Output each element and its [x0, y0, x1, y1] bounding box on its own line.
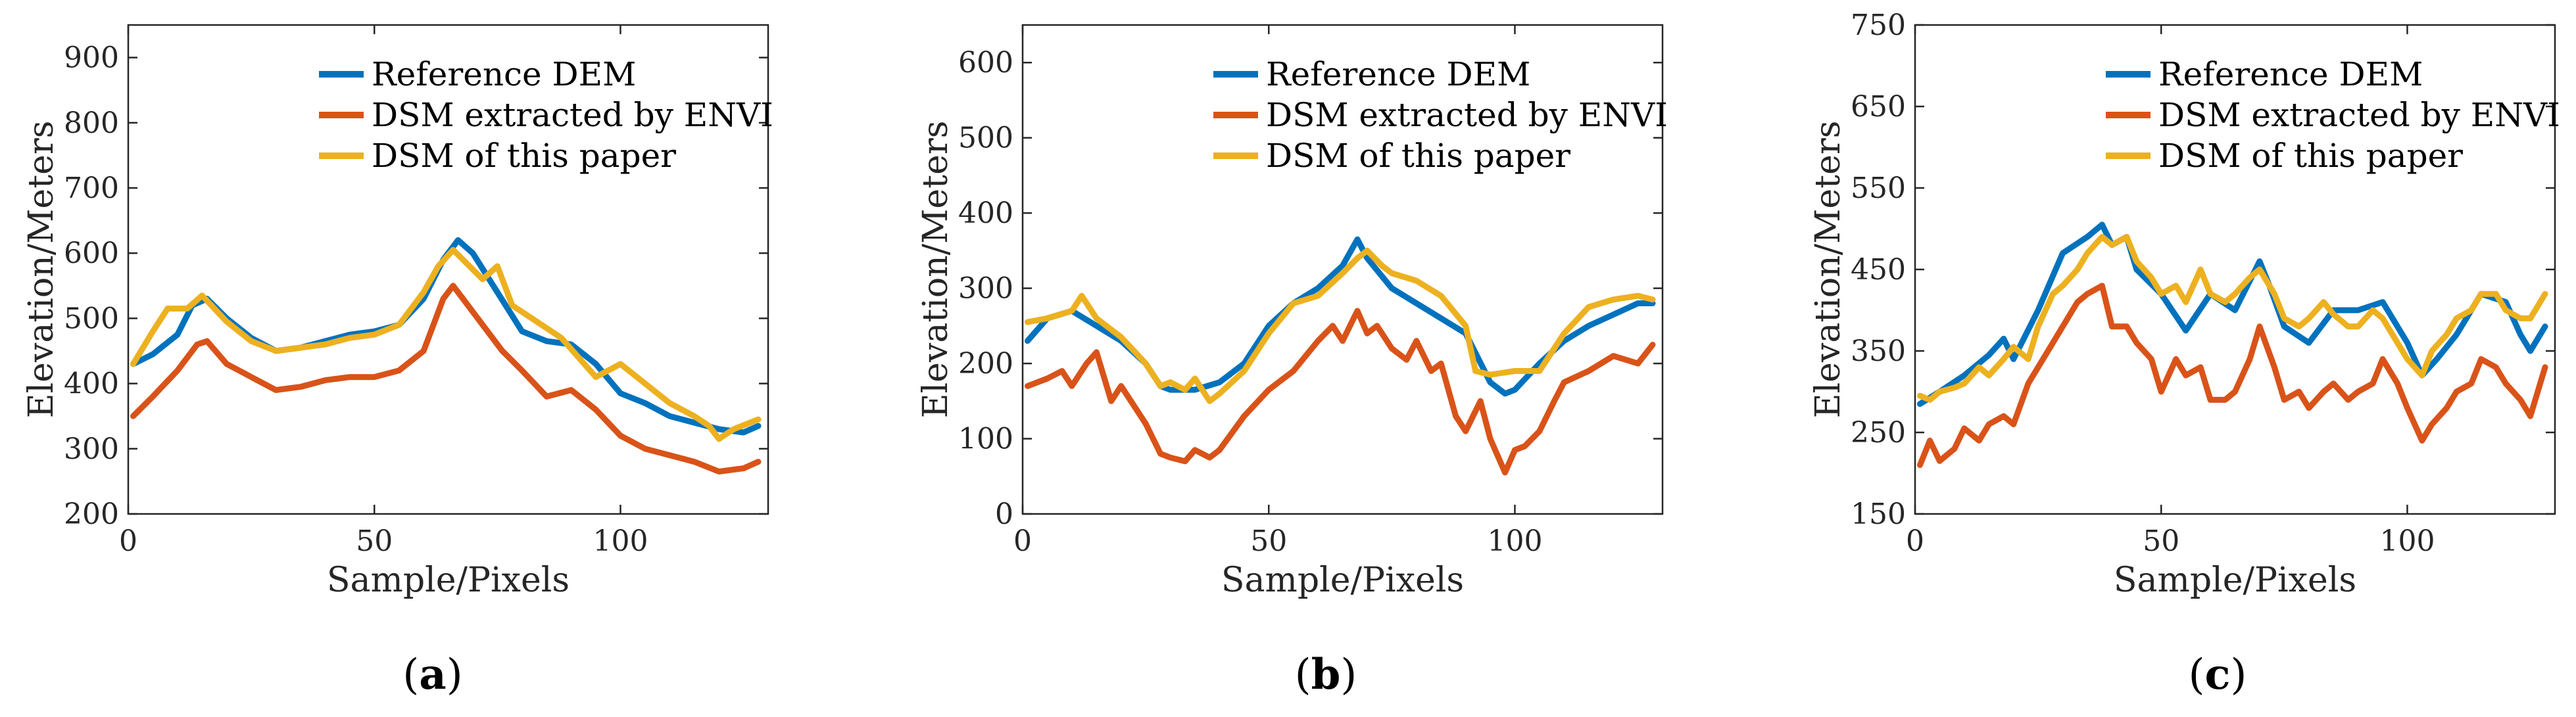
y-tick-label: 150 — [1851, 497, 1906, 531]
y-tick-label: 700 — [64, 172, 119, 205]
chart-panel-c: 150 250 350 450 550 650 750 0 50 100 Sample/Pixels… — [1809, 9, 2560, 699]
series-line-envi-dsm — [1025, 308, 1656, 476]
y-tick-label: 400 — [958, 197, 1013, 230]
chart-panel-b: 0 100 200 300 400 500 600 0 50 100 Sample/Pixels El… — [916, 24, 1668, 699]
y-tick-label: 800 — [64, 106, 119, 140]
legend-entry: Reference DEM — [2158, 55, 2423, 93]
y-tick-label: 600 — [958, 46, 1013, 80]
y-tick-label: 600 — [64, 237, 119, 270]
plot-area — [1917, 221, 2548, 469]
panel-label: (c) — [2189, 650, 2247, 699]
x-axis-label: Sample/Pixels — [1221, 561, 1464, 600]
series-line-envi-dsm — [1917, 283, 2548, 469]
x-tick-label: 100 — [593, 524, 648, 558]
series-line-paper-dsm — [1025, 247, 1656, 404]
series-line-reference-dem — [130, 237, 762, 436]
legend-entry: DSM extracted by ENVI — [372, 96, 773, 134]
legend-entry: DSM of this paper — [2158, 137, 2463, 175]
plot-area — [1025, 236, 1656, 476]
y-tick-label: 900 — [64, 41, 119, 75]
axes-box — [1021, 24, 1664, 515]
panel-label: (a) — [402, 650, 462, 699]
series-line-reference-dem — [1917, 221, 2548, 407]
plot-area — [130, 237, 762, 474]
y-tick-label: 300 — [64, 432, 119, 466]
y-tick-label: 200 — [958, 347, 1013, 381]
series-line-reference-dem — [1025, 236, 1656, 397]
legend-entry: DSM extracted by ENVI — [1266, 96, 1668, 134]
y-tick-label: 350 — [1851, 335, 1906, 368]
series-line-paper-dsm — [1917, 233, 2548, 403]
legend-entry: DSM extracted by ENVI — [2158, 96, 2560, 134]
x-tick-label: 100 — [2379, 524, 2435, 558]
y-axis-label: Elevation/Meters — [22, 121, 61, 419]
y-tick-label: 500 — [958, 122, 1013, 155]
x-tick-label: 0 — [119, 524, 137, 558]
x-axis-label: Sample/Pixels — [327, 561, 570, 600]
x-tick-label: 100 — [1487, 524, 1542, 558]
x-axis-label: Sample/Pixels — [2114, 561, 2356, 600]
x-tick-label: 0 — [1013, 524, 1032, 558]
x-tick-label: 50 — [356, 524, 393, 558]
y-tick-label: 100 — [958, 423, 1013, 456]
x-tick-label: 50 — [1250, 524, 1287, 558]
legend-entry: Reference DEM — [1266, 55, 1530, 93]
y-axis-label: Elevation/Meters — [1809, 121, 1848, 419]
series-line-paper-dsm — [130, 246, 762, 442]
y-axis-label: Elevation/Meters — [916, 121, 956, 419]
legend-entry: DSM of this paper — [372, 137, 676, 175]
legend-entry: Reference DEM — [372, 55, 636, 93]
y-tick-label: 750 — [1851, 9, 1906, 42]
x-tick-label: 0 — [1906, 524, 1924, 558]
legend-entry: DSM of this paper — [1266, 137, 1570, 175]
panel-label: (b) — [1295, 650, 1357, 699]
y-tick-label: 250 — [1851, 416, 1906, 450]
y-tick-label: 500 — [64, 302, 119, 335]
chart-panel-a: 200 300 400 500 600 700 800 900 0 50 100 Sample/Pix… — [22, 24, 773, 699]
y-tick-label: 550 — [1851, 172, 1906, 205]
axes-box — [127, 24, 769, 515]
x-tick-label: 50 — [2143, 524, 2179, 558]
y-tick-label: 300 — [958, 272, 1013, 306]
y-tick-label: 200 — [64, 497, 119, 531]
y-tick-label: 450 — [1851, 253, 1906, 287]
y-tick-label: 650 — [1851, 90, 1906, 124]
series-line-envi-dsm — [130, 283, 762, 474]
y-tick-label: 400 — [64, 367, 119, 401]
y-tick-label: 0 — [995, 497, 1013, 531]
